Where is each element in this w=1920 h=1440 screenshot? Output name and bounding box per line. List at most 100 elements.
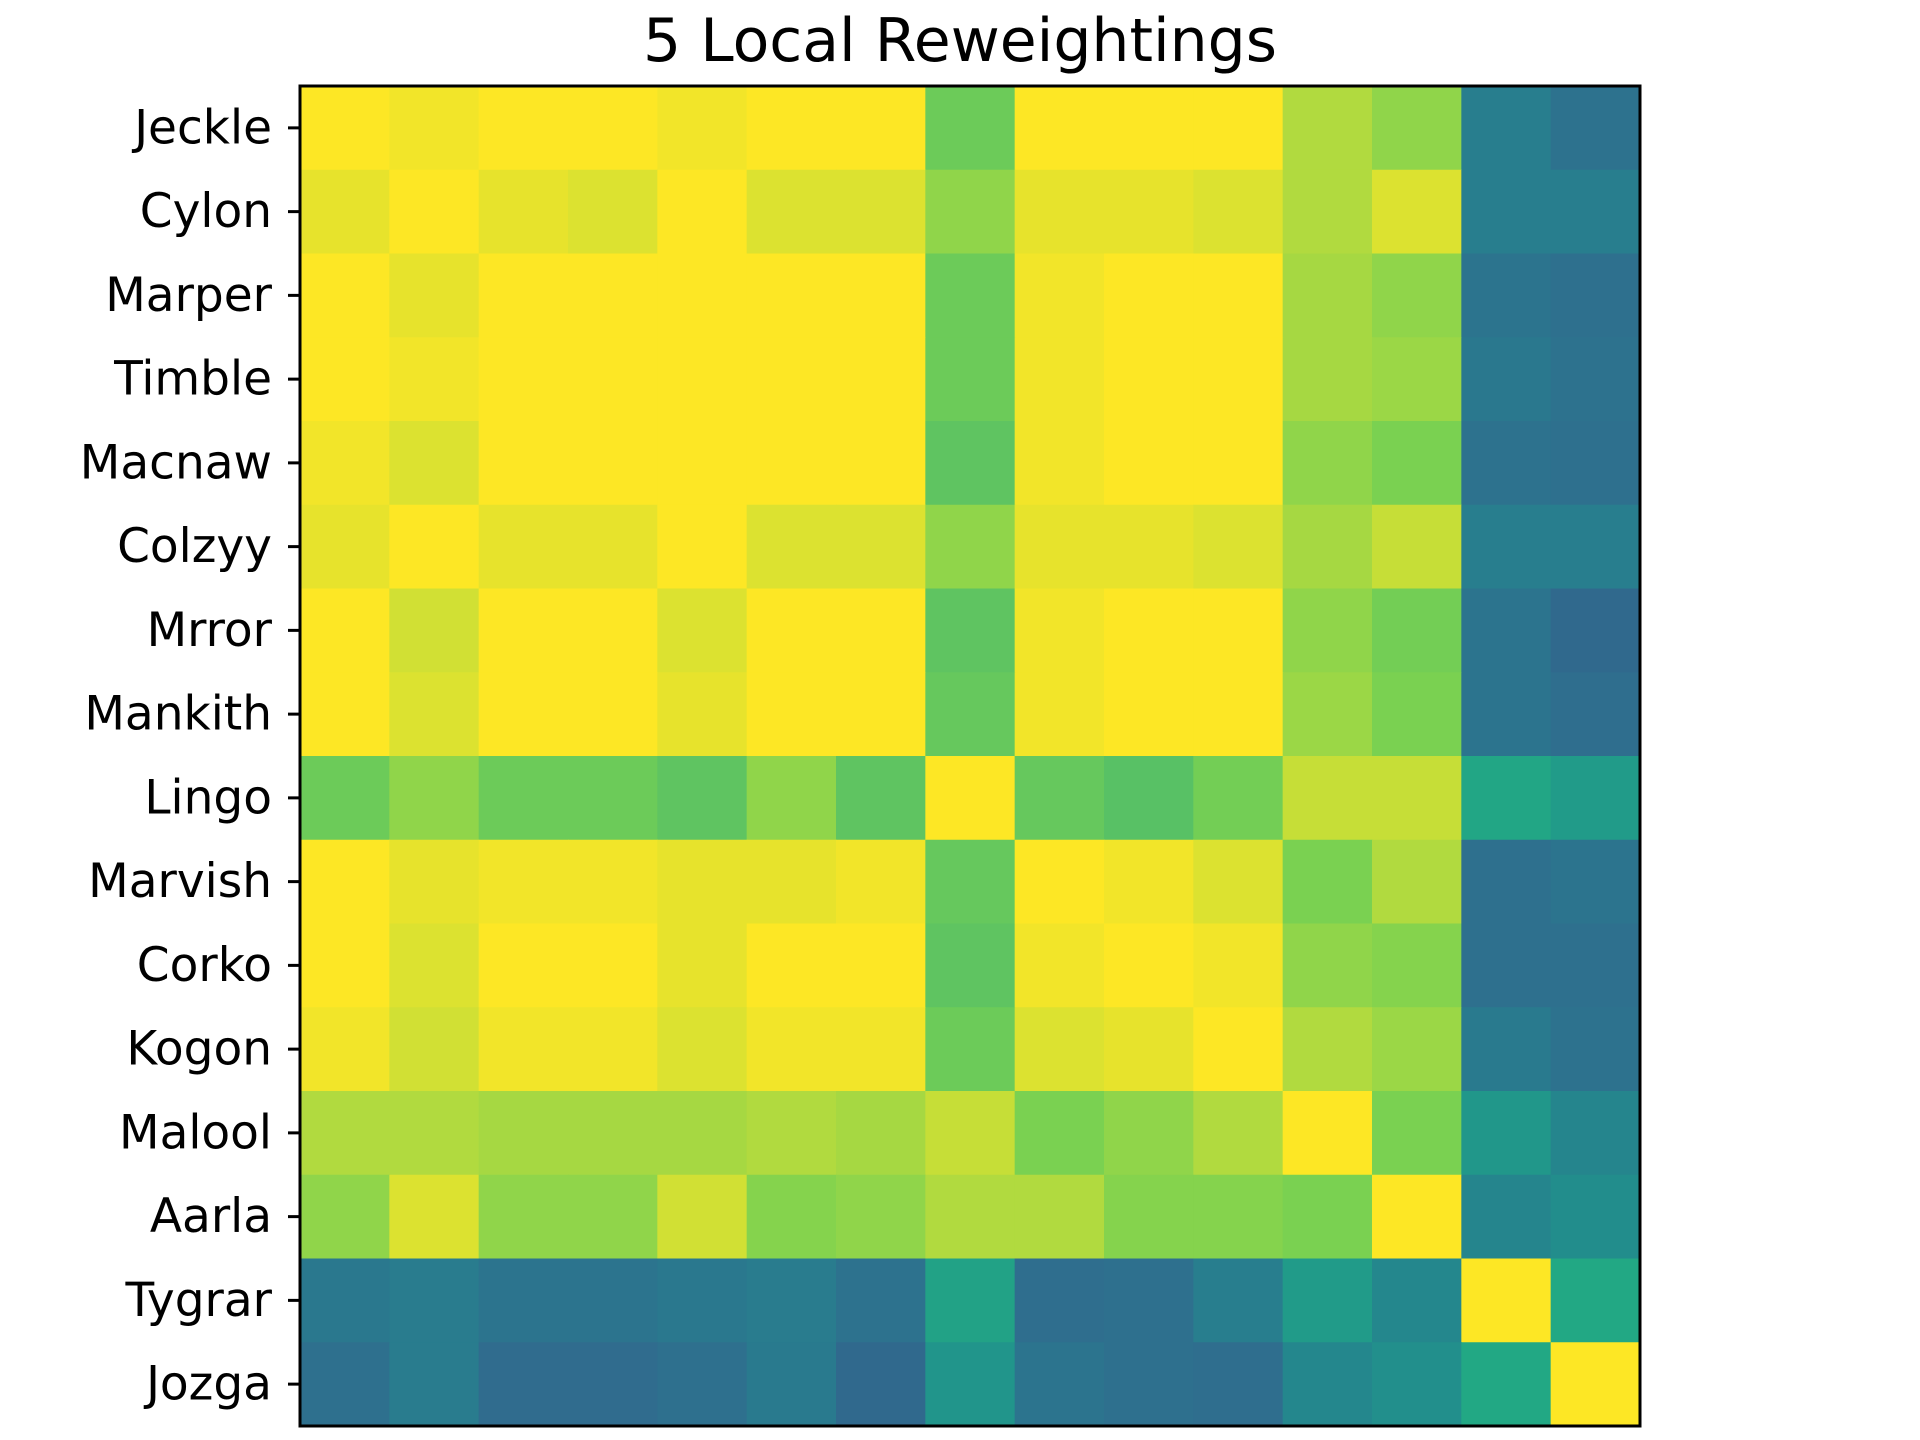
heatmap-cell-r5-c5 [746, 504, 837, 590]
heatmap-cell-r0-c3 [568, 86, 658, 171]
heatmap-cell-r1-c10 [1193, 169, 1284, 255]
heatmap-cell-r5-c3 [568, 504, 658, 590]
y-tick-label: Tygrar [125, 1273, 273, 1328]
heatmap-cell-r11-c6 [836, 1007, 926, 1092]
heatmap-cell-r4-c0 [300, 421, 390, 506]
heatmap-cell-r3-c12 [1372, 337, 1462, 422]
heatmap-cell-r7-c0 [300, 672, 390, 757]
heatmap-cell-r13-c11 [1282, 1174, 1373, 1260]
heatmap-cell-r8-c4 [657, 756, 748, 841]
y-tick-label: Corko [137, 938, 272, 993]
heatmap-cell-r13-c2 [478, 1174, 569, 1260]
heatmap-cell-r8-c9 [1104, 756, 1194, 841]
heatmap-cell-r15-c1 [389, 1342, 480, 1427]
heatmap-cell-r3-c5 [746, 337, 837, 422]
heatmap-cell-r14-c0 [300, 1258, 390, 1343]
heatmap-cell-r3-c2 [478, 337, 569, 422]
heatmap-cell-r1-c7 [925, 169, 1016, 255]
heatmap-cell-r3-c3 [568, 337, 658, 422]
heatmap-cell-r11-c11 [1282, 1007, 1373, 1092]
heatmap-cell-r4-c7 [925, 421, 1016, 506]
heatmap-cell-r7-c2 [478, 672, 569, 757]
heatmap-cell-r2-c3 [568, 253, 658, 338]
heatmap-cell-r10-c4 [657, 923, 748, 1008]
heatmap-cell-r1-c1 [389, 169, 480, 255]
heatmap-cell-r1-c2 [478, 169, 569, 255]
heatmap-cell-r9-c8 [1014, 839, 1105, 925]
heatmap-cell-r7-c11 [1282, 672, 1373, 757]
heatmap-cell-r5-c0 [300, 504, 390, 590]
heatmap-cell-r11-c7 [925, 1007, 1016, 1092]
heatmap-cell-r6-c12 [1372, 588, 1462, 673]
heatmap-cell-r2-c6 [836, 253, 926, 338]
heatmap-cell-r1-c5 [746, 169, 837, 255]
heatmap-cell-r14-c3 [568, 1258, 658, 1343]
heatmap-cell-r5-c10 [1193, 504, 1284, 590]
heatmap-cell-r12-c6 [836, 1091, 926, 1176]
heatmap-cell-r14-c14 [1550, 1258, 1641, 1343]
heatmap-cell-r6-c14 [1550, 588, 1641, 673]
heatmap-cell-r5-c14 [1550, 504, 1641, 590]
heatmap-cell-r8-c1 [389, 756, 480, 841]
heatmap-cell-r13-c13 [1461, 1174, 1552, 1260]
heatmap-cell-r5-c7 [925, 504, 1016, 590]
heatmap-cell-r4-c9 [1104, 421, 1194, 506]
heatmap-cell-r9-c6 [836, 839, 926, 925]
heatmap-cell-r6-c13 [1461, 588, 1552, 673]
heatmap-cell-r6-c8 [1014, 588, 1105, 673]
y-tick-label: Cylon [140, 184, 272, 239]
heatmap-cell-r0-c8 [1014, 86, 1105, 171]
heatmap-cell-r7-c13 [1461, 672, 1552, 757]
y-tick-label: Mrror [147, 603, 273, 658]
heatmap-cell-r3-c10 [1193, 337, 1284, 422]
heatmap-cell-r7-c1 [389, 672, 480, 757]
heatmap-cell-r1-c13 [1461, 169, 1552, 255]
heatmap-cell-r15-c11 [1282, 1342, 1373, 1427]
heatmap-cell-r11-c0 [300, 1007, 390, 1092]
heatmap-cell-r0-c13 [1461, 86, 1552, 171]
heatmap-cell-r5-c2 [478, 504, 569, 590]
heatmap-cell-r5-c11 [1282, 504, 1373, 590]
heatmap-cell-r8-c10 [1193, 756, 1284, 841]
heatmap-cell-r1-c3 [568, 169, 658, 255]
heatmap-cell-r5-c8 [1014, 504, 1105, 590]
heatmap-cell-r4-c3 [568, 421, 658, 506]
heatmap-cell-r15-c2 [478, 1342, 569, 1427]
heatmap-cell-r8-c7 [925, 756, 1016, 841]
heatmap-cell-r3-c7 [925, 337, 1016, 422]
heatmap-cell-r8-c6 [836, 756, 926, 841]
heatmap-cell-r7-c5 [746, 672, 837, 757]
heatmap-cell-r15-c6 [836, 1342, 926, 1427]
heatmap-cell-r12-c2 [478, 1091, 569, 1176]
heatmap-cell-r12-c0 [300, 1091, 390, 1176]
heatmap-cell-r14-c10 [1193, 1258, 1284, 1343]
heatmap-cell-r9-c1 [389, 839, 480, 925]
heatmap-cell-r3-c9 [1104, 337, 1194, 422]
heatmap-cell-r14-c12 [1372, 1258, 1462, 1343]
heatmap-cell-r0-c7 [925, 86, 1016, 171]
heatmap-cell-r10-c1 [389, 923, 480, 1008]
heatmap-cell-r14-c8 [1014, 1258, 1105, 1343]
heatmap-cell-r10-c8 [1014, 923, 1105, 1008]
heatmap-cell-r10-c5 [746, 923, 837, 1008]
heatmap-cell-r5-c4 [657, 504, 748, 590]
heatmap-cell-r9-c7 [925, 839, 1016, 925]
heatmap-cell-r10-c14 [1550, 923, 1641, 1008]
heatmap-cell-r2-c0 [300, 253, 390, 338]
heatmap-cell-r12-c12 [1372, 1091, 1462, 1176]
heatmap-cell-r9-c13 [1461, 839, 1552, 925]
heatmap-cells [300, 86, 1641, 1427]
y-tick-label: Timble [113, 352, 272, 407]
heatmap-cell-r14-c4 [657, 1258, 748, 1343]
heatmap-cell-r5-c13 [1461, 504, 1552, 590]
heatmap-cell-r0-c14 [1550, 86, 1641, 171]
heatmap-cell-r15-c4 [657, 1342, 748, 1427]
heatmap-cell-r6-c9 [1104, 588, 1194, 673]
heatmap-cell-r9-c4 [657, 839, 748, 925]
heatmap-cell-r12-c10 [1193, 1091, 1284, 1176]
y-axis-ticks: Jeckle Cylon Marper Timble Macnaw Colzyy Mrror… [80, 100, 300, 1412]
heatmap-cell-r7-c7 [925, 672, 1016, 757]
heatmap-cell-r4-c6 [836, 421, 926, 506]
